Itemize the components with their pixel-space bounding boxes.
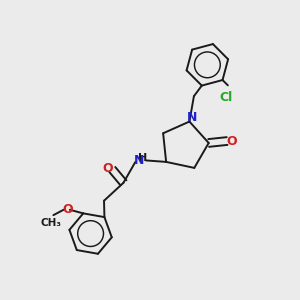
Text: N: N xyxy=(187,111,197,124)
Text: CH₃: CH₃ xyxy=(40,218,61,227)
Text: O: O xyxy=(102,162,113,175)
Text: O: O xyxy=(62,203,73,216)
Text: H: H xyxy=(138,153,147,163)
Text: N: N xyxy=(134,154,144,167)
Text: O: O xyxy=(226,134,237,148)
Text: Cl: Cl xyxy=(220,91,233,104)
